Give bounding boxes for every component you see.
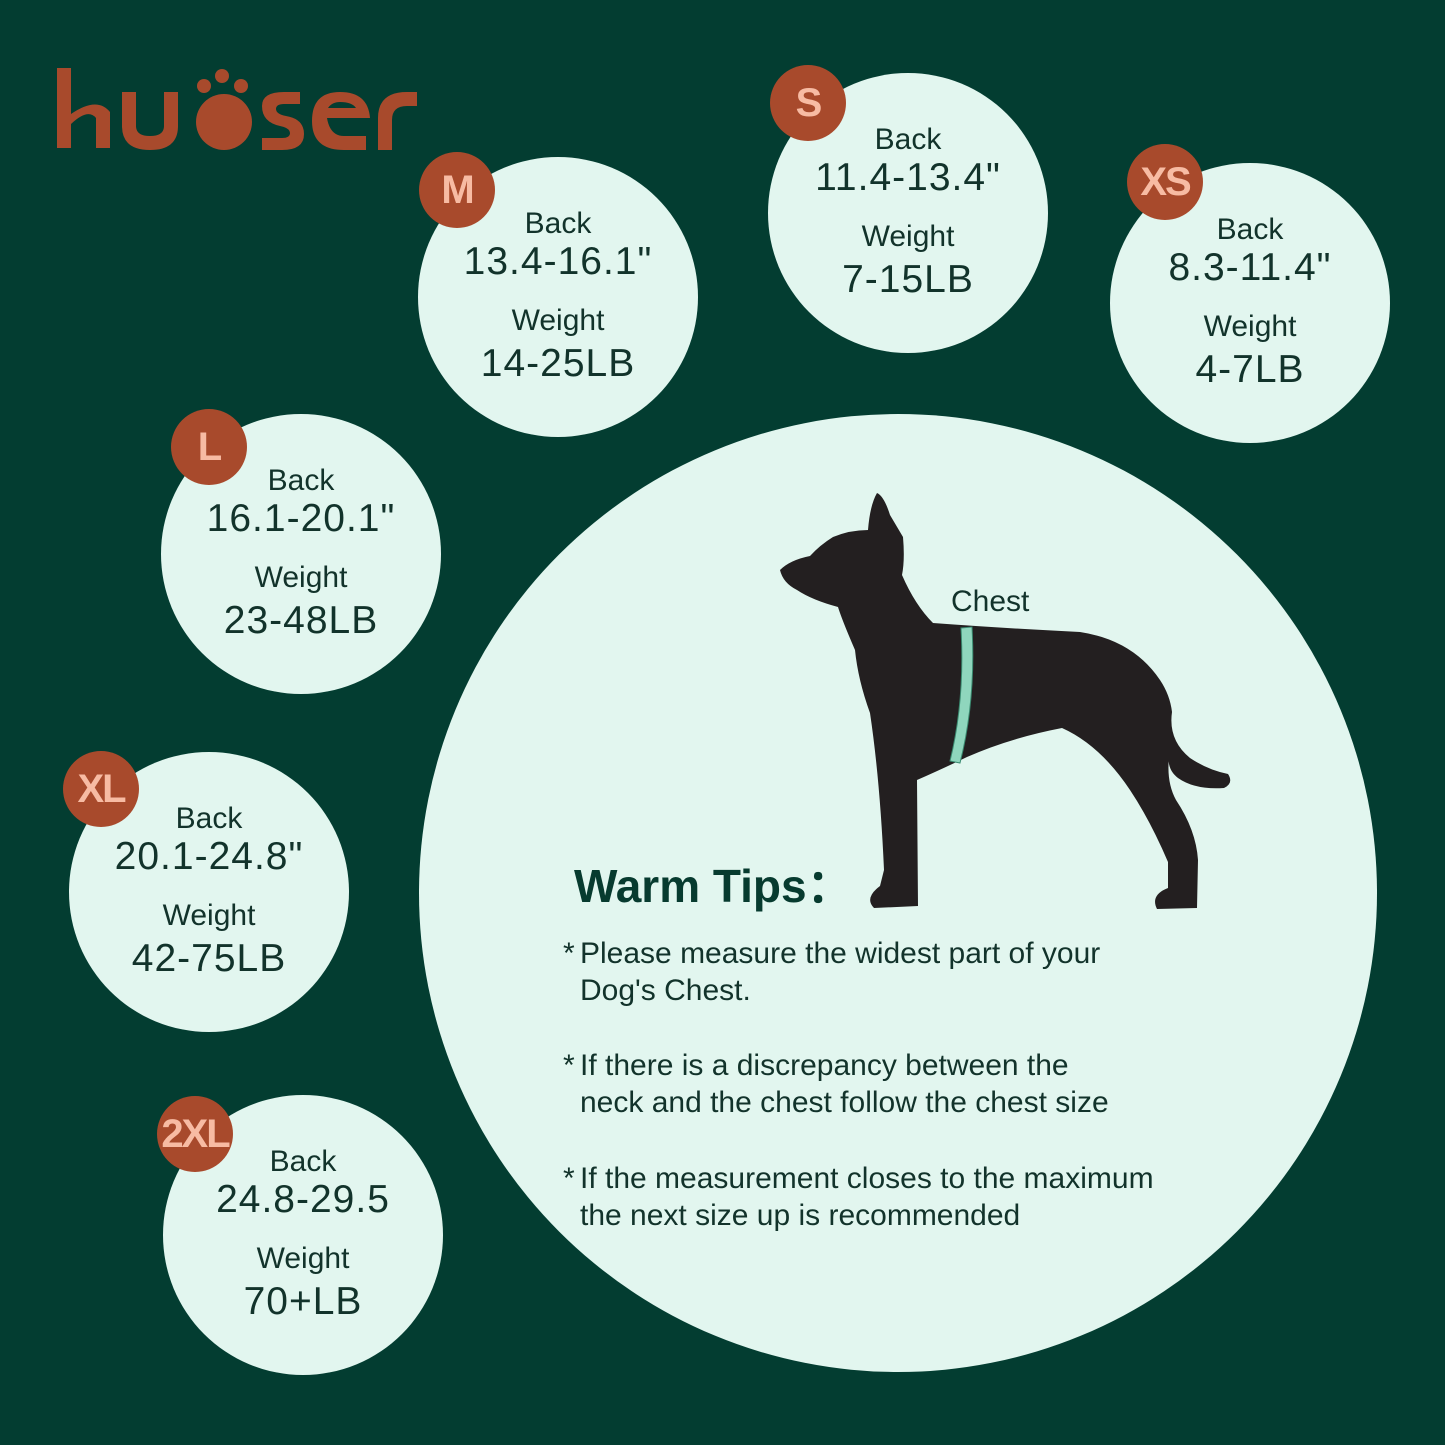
weight-value: 70+LB: [243, 1280, 363, 1323]
back-value: 24.8-29.5: [216, 1178, 390, 1221]
weight-label: Weight: [162, 899, 256, 932]
tip-line: If the measurement closes to the maximum: [580, 1162, 1154, 1195]
weight-value: 4-7LB: [1195, 348, 1305, 391]
back-label: Back: [269, 1145, 337, 1178]
back-value: 16.1-20.1": [206, 497, 396, 540]
weight-label: Weight: [511, 304, 605, 337]
size-card-m: Back 13.4-16.1" Weight 14-25LB: [418, 157, 698, 437]
weight-label: Weight: [254, 561, 348, 594]
tip-item: * If the measurement closes to the maximu…: [563, 1160, 1154, 1234]
back-label: Back: [1216, 213, 1284, 246]
size-badge-xl: XL: [63, 751, 139, 827]
weight-value: 7-15LB: [842, 258, 974, 301]
back-value: 13.4-16.1": [463, 240, 653, 283]
tip-line: the next size up is recommended: [580, 1199, 1021, 1232]
tip-line: Please measure the widest part of your: [580, 937, 1101, 970]
tip-item: * If there is a discrepancy between the n…: [563, 1047, 1109, 1121]
tip-bullet: *: [563, 1049, 575, 1082]
size-badge-s: S: [770, 65, 846, 141]
back-label: Back: [267, 464, 335, 497]
weight-label: Weight: [861, 220, 955, 253]
size-badge-l: L: [171, 409, 247, 485]
tip-line: If there is a discrepancy between the: [580, 1049, 1069, 1082]
weight-label: Weight: [256, 1242, 350, 1275]
tip-line: neck and the chest follow the chest size: [580, 1086, 1109, 1119]
chest-label: Chest: [951, 585, 1030, 618]
back-label: Back: [175, 802, 243, 835]
weight-label: Weight: [1203, 310, 1297, 343]
back-value: 8.3-11.4": [1168, 246, 1332, 289]
weight-value: 42-75LB: [131, 937, 287, 980]
size-badge-xs: XS: [1127, 144, 1203, 220]
tip-bullet: *: [563, 937, 575, 970]
back-value: 11.4-13.4": [815, 156, 1001, 199]
size-card-s: Back 11.4-13.4" Weight 7-15LB: [768, 73, 1048, 353]
tips-title: Warm Tips：: [574, 860, 853, 912]
tip-line: Dog's Chest.: [580, 974, 751, 1007]
kuoser-logo: [57, 68, 417, 150]
weight-value: 23-48LB: [223, 599, 379, 642]
back-value: 20.1-24.8": [114, 835, 304, 878]
tip-item: * Please measure the widest part of your …: [563, 935, 1100, 1009]
tip-bullet: *: [563, 1162, 575, 1195]
back-label: Back: [874, 123, 942, 156]
size-badge-2xl: 2XL: [157, 1096, 233, 1172]
size-badge-m: M: [419, 152, 495, 228]
weight-value: 14-25LB: [480, 342, 636, 385]
back-label: Back: [524, 207, 592, 240]
